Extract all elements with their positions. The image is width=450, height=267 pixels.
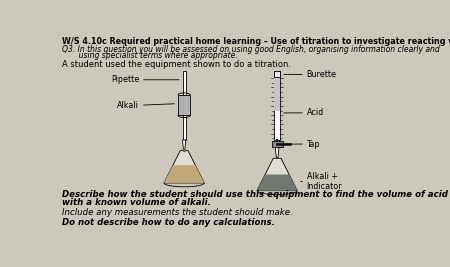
Text: using specialist terms where appropriate.: using specialist terms where appropriate…: [63, 51, 238, 60]
Text: Alkali +
Indicator: Alkali + Indicator: [306, 172, 342, 191]
Text: Describe how the student should use this equipment to find the volume of acid th: Describe how the student should use this…: [63, 190, 450, 199]
Polygon shape: [275, 147, 279, 158]
Polygon shape: [274, 70, 280, 77]
Polygon shape: [164, 151, 204, 183]
Polygon shape: [178, 95, 190, 115]
Text: with a known volume of alkali.: with a known volume of alkali.: [63, 198, 212, 207]
Text: Acid: Acid: [306, 108, 324, 117]
Polygon shape: [274, 70, 280, 140]
Text: Do not describe how to do any calculations.: Do not describe how to do any calculatio…: [63, 218, 275, 227]
Polygon shape: [257, 158, 297, 191]
Polygon shape: [183, 70, 186, 95]
Text: A student used the equipment shown to do a titration.: A student used the equipment shown to do…: [63, 60, 292, 69]
Text: Q3. In this question you will be assessed on using good English, organising info: Q3. In this question you will be assesse…: [63, 45, 440, 54]
Polygon shape: [274, 77, 280, 111]
Polygon shape: [183, 115, 186, 140]
Polygon shape: [183, 140, 186, 149]
Polygon shape: [164, 165, 204, 183]
Polygon shape: [272, 142, 283, 147]
Text: W/S 4.10c Required practical home learning – Use of titration to investigate rea: W/S 4.10c Required practical home learni…: [63, 37, 450, 46]
Text: Alkali: Alkali: [117, 101, 139, 110]
Polygon shape: [257, 175, 297, 191]
Text: Include any measurements the student should make.: Include any measurements the student sho…: [63, 208, 293, 217]
Text: Tap: Tap: [306, 140, 320, 148]
Text: Pipette: Pipette: [111, 75, 139, 84]
Text: Burette: Burette: [306, 70, 337, 79]
